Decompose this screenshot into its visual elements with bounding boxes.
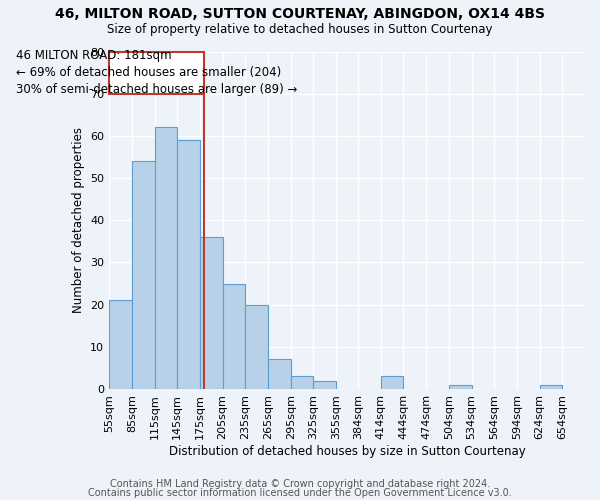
Bar — [539, 384, 562, 389]
Text: Contains HM Land Registry data © Crown copyright and database right 2024.: Contains HM Land Registry data © Crown c… — [110, 479, 490, 489]
Bar — [381, 376, 403, 389]
Y-axis label: Number of detached properties: Number of detached properties — [71, 127, 85, 313]
Bar — [200, 237, 223, 389]
Bar — [290, 376, 313, 389]
X-axis label: Distribution of detached houses by size in Sutton Courtenay: Distribution of detached houses by size … — [169, 444, 526, 458]
Bar — [449, 384, 472, 389]
Bar — [109, 300, 132, 389]
Text: 46, MILTON ROAD, SUTTON COURTENAY, ABINGDON, OX14 4BS: 46, MILTON ROAD, SUTTON COURTENAY, ABING… — [55, 8, 545, 22]
Bar — [268, 360, 290, 389]
Text: 46 MILTON ROAD: 181sqm
← 69% of detached houses are smaller (204)
30% of semi-de: 46 MILTON ROAD: 181sqm ← 69% of detached… — [16, 49, 298, 96]
Bar — [155, 128, 177, 389]
Bar — [245, 304, 268, 389]
Text: Size of property relative to detached houses in Sutton Courtenay: Size of property relative to detached ho… — [107, 22, 493, 36]
Bar — [313, 380, 336, 389]
Bar — [177, 140, 200, 389]
Bar — [109, 52, 205, 94]
Text: Contains public sector information licensed under the Open Government Licence v3: Contains public sector information licen… — [88, 488, 512, 498]
Bar — [223, 284, 245, 389]
Bar — [132, 161, 155, 389]
